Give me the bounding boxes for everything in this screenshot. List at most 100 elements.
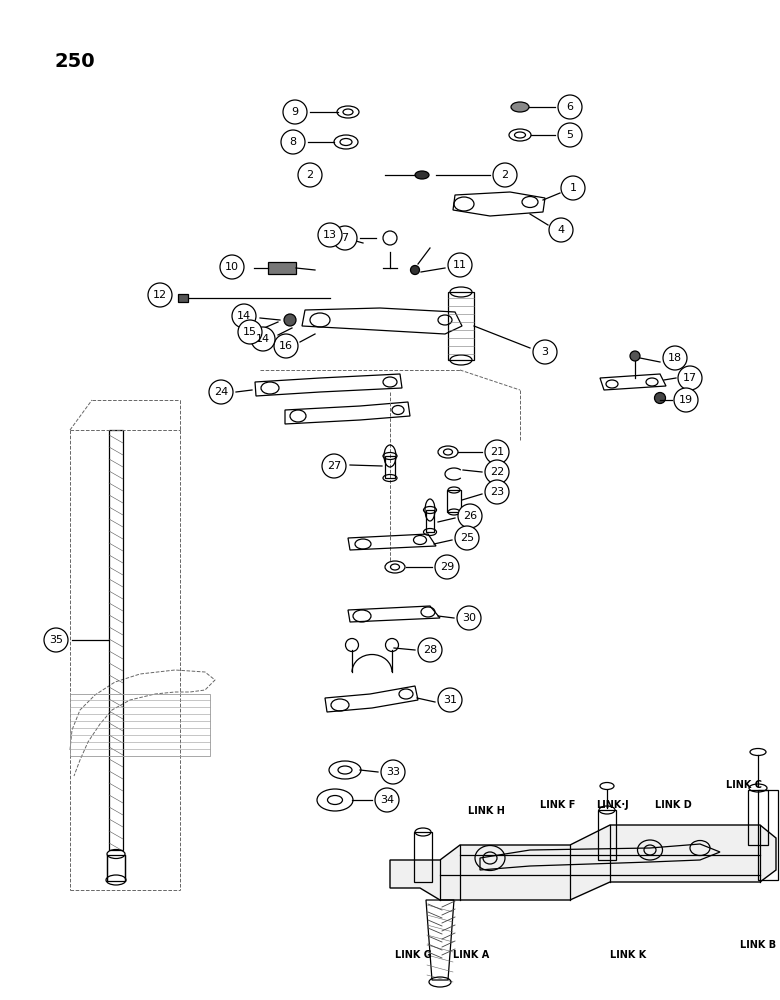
Text: 2: 2: [502, 170, 509, 180]
Text: LINK A: LINK A: [453, 950, 489, 960]
Text: LINK G: LINK G: [395, 950, 432, 960]
Text: 10: 10: [225, 262, 239, 272]
Circle shape: [148, 283, 172, 307]
Circle shape: [448, 253, 472, 277]
Text: 28: 28: [423, 645, 437, 655]
Circle shape: [418, 638, 442, 662]
Ellipse shape: [511, 102, 529, 112]
Text: 24: 24: [214, 387, 228, 397]
Text: LINK C: LINK C: [726, 780, 762, 790]
Bar: [598, 810, 616, 860]
Circle shape: [381, 760, 405, 784]
Circle shape: [435, 555, 459, 579]
Ellipse shape: [284, 314, 296, 326]
Text: 18: 18: [668, 353, 682, 363]
Circle shape: [533, 340, 557, 364]
Bar: [414, 832, 432, 882]
Circle shape: [674, 388, 698, 412]
Circle shape: [561, 176, 585, 200]
Text: 16: 16: [279, 341, 293, 351]
Circle shape: [458, 504, 482, 528]
Circle shape: [209, 380, 233, 404]
Circle shape: [678, 366, 702, 390]
Circle shape: [663, 346, 687, 370]
Circle shape: [485, 460, 509, 484]
Circle shape: [549, 218, 573, 242]
Circle shape: [281, 130, 305, 154]
Bar: [109, 430, 123, 850]
Text: 7: 7: [342, 233, 349, 243]
Text: 35: 35: [49, 635, 63, 645]
Bar: [448, 292, 474, 360]
Circle shape: [251, 327, 275, 351]
Text: 1: 1: [569, 183, 576, 193]
Ellipse shape: [654, 392, 665, 403]
Text: LINK D: LINK D: [655, 800, 692, 810]
Bar: [385, 456, 395, 478]
Text: 11: 11: [453, 260, 467, 270]
Text: 19: 19: [679, 395, 693, 405]
Circle shape: [274, 334, 298, 358]
Text: 2: 2: [307, 170, 314, 180]
Text: LINK H: LINK H: [468, 806, 505, 816]
Circle shape: [485, 440, 509, 464]
Circle shape: [558, 95, 582, 119]
Circle shape: [375, 788, 399, 812]
Text: 17: 17: [683, 373, 697, 383]
Text: 12: 12: [153, 290, 167, 300]
Text: LINK B: LINK B: [740, 940, 776, 950]
Text: 31: 31: [443, 695, 457, 705]
Circle shape: [333, 226, 357, 250]
Bar: [748, 790, 768, 845]
Circle shape: [232, 304, 256, 328]
Ellipse shape: [410, 265, 420, 274]
Text: 22: 22: [490, 467, 504, 477]
Text: 250: 250: [55, 52, 96, 71]
Text: 9: 9: [292, 107, 299, 117]
Circle shape: [283, 100, 307, 124]
Text: 4: 4: [558, 225, 565, 235]
Circle shape: [455, 526, 479, 550]
Circle shape: [318, 223, 342, 247]
Circle shape: [558, 123, 582, 147]
Text: 34: 34: [380, 795, 394, 805]
Bar: [107, 855, 125, 881]
Ellipse shape: [630, 351, 640, 361]
Text: 33: 33: [386, 767, 400, 777]
Text: 23: 23: [490, 487, 504, 497]
Text: 8: 8: [289, 137, 296, 147]
Circle shape: [238, 320, 262, 344]
Circle shape: [457, 606, 481, 630]
Text: 27: 27: [327, 461, 341, 471]
Circle shape: [298, 163, 322, 187]
Text: 25: 25: [460, 533, 474, 543]
Bar: [268, 262, 296, 274]
Text: 5: 5: [566, 130, 573, 140]
Circle shape: [220, 255, 244, 279]
Text: 13: 13: [323, 230, 337, 240]
Circle shape: [44, 628, 68, 652]
Text: 26: 26: [463, 511, 477, 521]
Text: 15: 15: [243, 327, 257, 337]
Text: LINK F: LINK F: [540, 800, 576, 810]
Text: LINK·J: LINK·J: [596, 800, 629, 810]
Circle shape: [485, 480, 509, 504]
Text: 21: 21: [490, 447, 504, 457]
Bar: [447, 490, 461, 512]
Text: 6: 6: [566, 102, 573, 112]
Text: 3: 3: [541, 347, 548, 357]
Text: 30: 30: [462, 613, 476, 623]
Bar: [426, 510, 434, 532]
Text: 14: 14: [237, 311, 251, 321]
Text: LINK K: LINK K: [610, 950, 647, 960]
Bar: [70, 694, 210, 756]
Ellipse shape: [415, 171, 429, 179]
Text: 29: 29: [440, 562, 454, 572]
Bar: [758, 790, 778, 880]
Polygon shape: [390, 825, 776, 900]
Circle shape: [322, 454, 346, 478]
Bar: [178, 294, 188, 302]
Text: 14: 14: [256, 334, 270, 344]
Circle shape: [438, 688, 462, 712]
Circle shape: [493, 163, 517, 187]
